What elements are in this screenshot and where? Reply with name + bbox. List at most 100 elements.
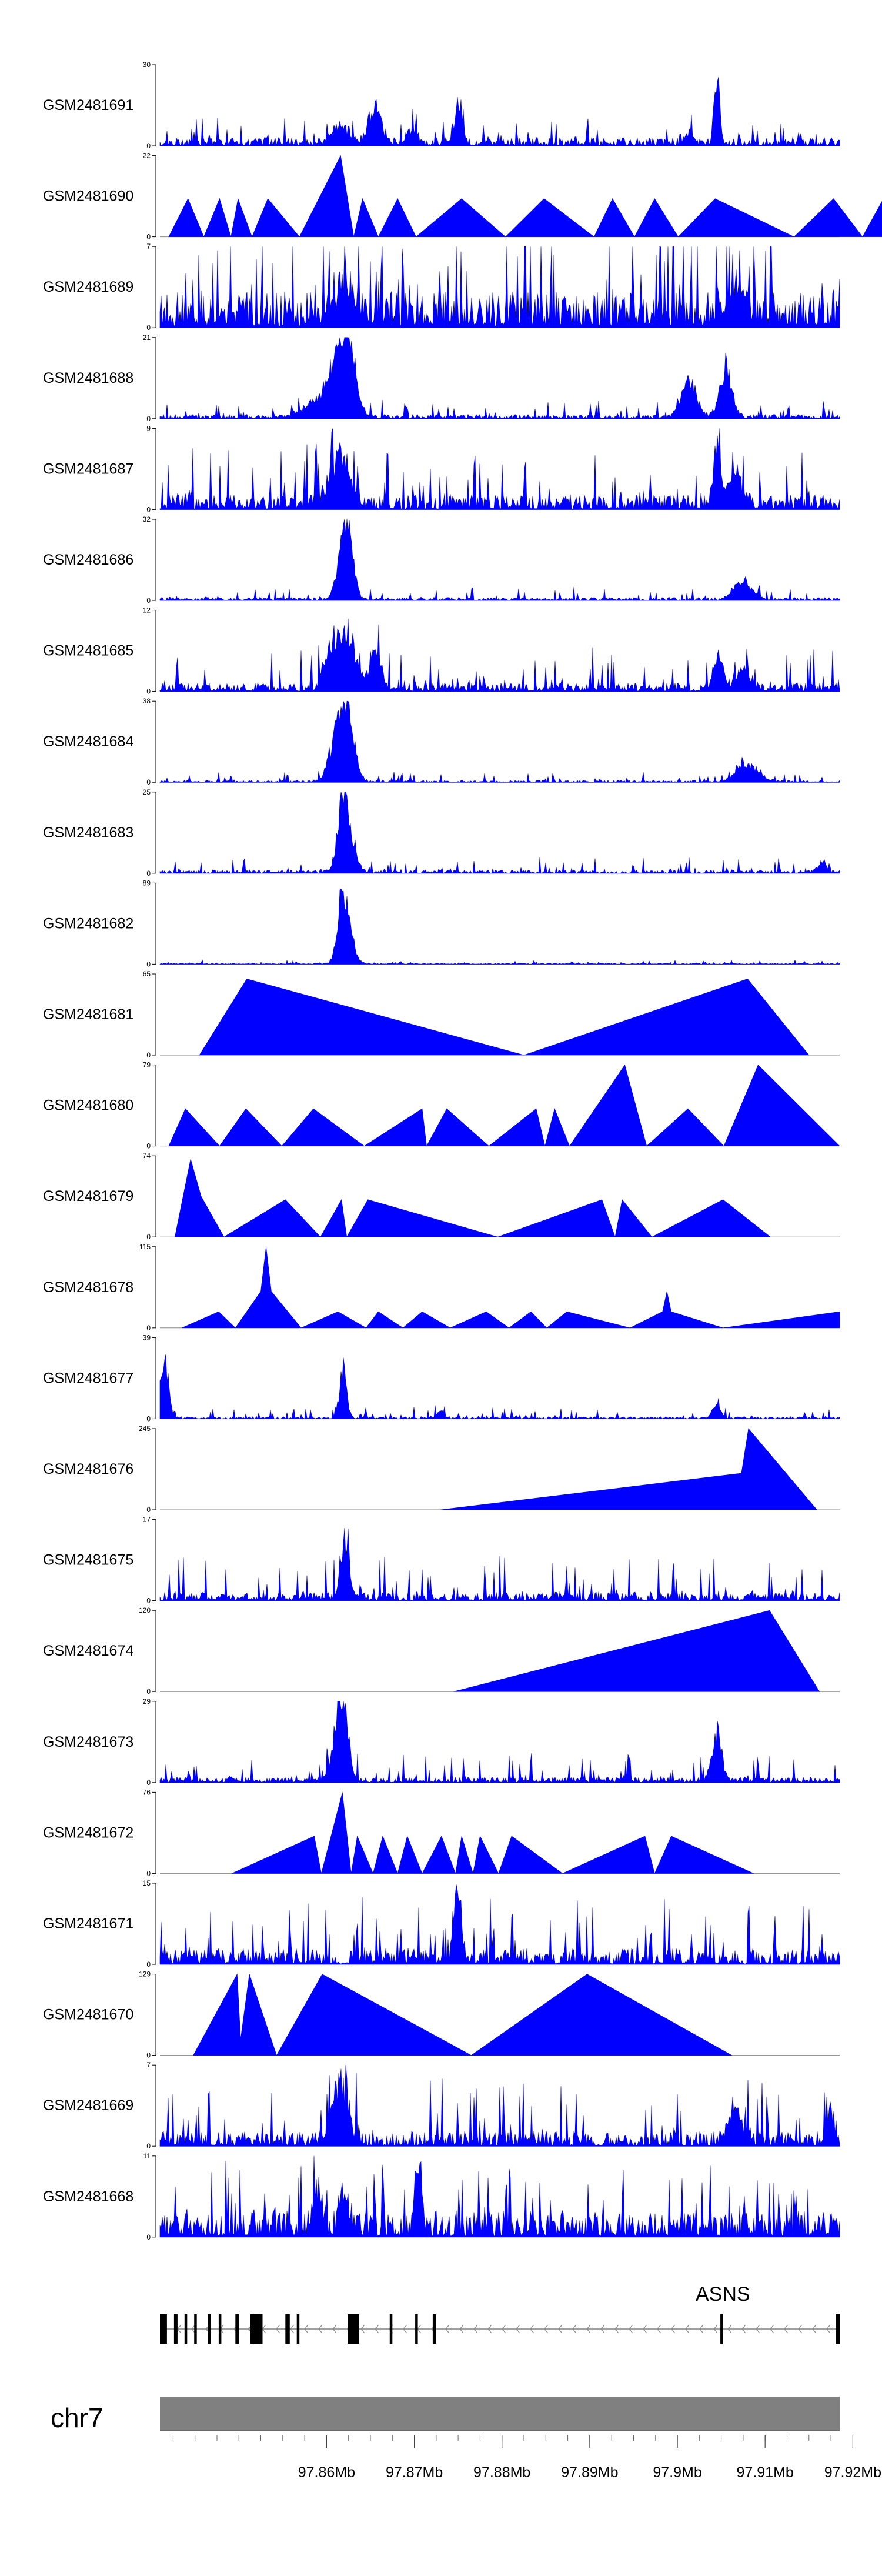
y-tick-label-zero: 0 — [146, 1869, 151, 1877]
track-gsm2481680: GSM2481680 79 0 — [43, 1061, 840, 1150]
track-gsm2481669: GSM2481669 7 0 — [43, 2061, 840, 2150]
y-tick-label-max: 29 — [143, 1697, 151, 1706]
y-tick-label-max: 38 — [143, 697, 151, 705]
strand-arrow — [572, 2324, 577, 2334]
strand-arrow — [516, 2324, 520, 2334]
exon — [720, 2314, 723, 2344]
track-label: GSM2481676 — [43, 1461, 133, 1477]
y-tick-label-max: 22 — [143, 152, 151, 160]
y-tick-label-max: 89 — [143, 879, 151, 887]
coverage-area — [159, 1354, 840, 1420]
track-label: GSM2481690 — [43, 188, 133, 205]
track-label: GSM2481679 — [43, 1188, 133, 1204]
y-tick-label-max: 21 — [143, 333, 151, 342]
exon — [160, 2314, 167, 2344]
coverage-area — [168, 155, 882, 238]
exon — [208, 2314, 211, 2344]
x-tick-label: 97.92Mb — [824, 2464, 881, 2481]
track-gsm2481673: GSM2481673 29 0 — [43, 1697, 840, 1787]
coverage-area — [159, 792, 840, 874]
track-gsm2481686: GSM2481686 32 0 — [43, 515, 840, 605]
strand-arrow — [657, 2324, 662, 2334]
strand-arrow — [671, 2324, 676, 2334]
strand-arrow — [177, 2324, 182, 2334]
y-tick-label-zero: 0 — [146, 505, 151, 513]
strand-arrow — [812, 2324, 817, 2334]
track-label: GSM2481675 — [43, 1552, 133, 1569]
strand-arrow — [318, 2324, 323, 2334]
exon — [184, 2314, 188, 2344]
y-tick-label-zero: 0 — [146, 1597, 151, 1605]
strand-arrow — [826, 2324, 831, 2334]
exon — [415, 2314, 418, 2344]
exon — [235, 2314, 239, 2344]
track-label: GSM2481687 — [43, 461, 133, 477]
track-gsm2481677: GSM2481677 39 0 — [43, 1333, 840, 1423]
coverage-area — [159, 77, 840, 146]
track-gsm2481688: GSM2481688 21 0 — [43, 333, 840, 423]
strand-arrow — [445, 2324, 450, 2334]
y-tick-label-zero: 0 — [146, 1778, 151, 1787]
track-gsm2481681: GSM2481681 65 0 — [43, 970, 840, 1059]
strand-arrow — [643, 2324, 647, 2334]
track-gsm2481672: GSM2481672 76 0 — [43, 1788, 840, 1877]
strand-arrow — [699, 2324, 704, 2334]
track-label: GSM2481682 — [43, 915, 133, 932]
track-label: GSM2481680 — [43, 1097, 133, 1114]
strand-arrow — [741, 2324, 746, 2334]
coverage-area — [193, 1973, 733, 2056]
track-label: GSM2481689 — [43, 279, 133, 295]
x-tick-label: 97.9Mb — [653, 2464, 701, 2481]
coverage-area — [159, 1701, 840, 1783]
track-label: GSM2481683 — [43, 825, 133, 841]
track-gsm2481679: GSM2481679 74 0 — [43, 1152, 840, 1241]
strand-arrow — [629, 2324, 633, 2334]
track-gsm2481687: GSM2481687 9 0 — [43, 424, 840, 513]
y-tick-label-max: 11 — [143, 2152, 151, 2160]
coverage-area — [159, 2065, 840, 2147]
strand-arrow — [544, 2324, 549, 2334]
y-tick-label-zero: 0 — [146, 323, 151, 332]
y-tick-label-zero: 0 — [146, 778, 151, 786]
strand-arrow — [304, 2324, 309, 2334]
x-tick-label: 97.91Mb — [737, 2464, 794, 2481]
exon — [285, 2314, 290, 2344]
track-label: GSM2481672 — [43, 1824, 133, 1841]
exon — [173, 2314, 178, 2344]
y-tick-label-max: 39 — [143, 1333, 151, 1342]
coverage-area — [182, 1246, 840, 1329]
coverage-area — [440, 1428, 817, 1510]
exon — [218, 2314, 222, 2344]
y-tick-label-zero: 0 — [146, 596, 151, 605]
track-label: GSM2481678 — [43, 1279, 133, 1296]
track-label: GSM2481674 — [43, 1643, 133, 1659]
exon — [250, 2314, 263, 2344]
track-label: GSM2481673 — [43, 1734, 133, 1750]
track-gsm2481678: GSM2481678 115 0 — [43, 1243, 840, 1332]
chromosome-ideogram: chr7 97.86Mb 97.87Mb 97.88Mb 97.89Mb 97.9Mb 97… — [51, 2397, 881, 2481]
y-tick-label-max: 76 — [143, 1788, 151, 1796]
track-gsm2481690: GSM2481690 22 0 — [43, 152, 882, 241]
track-gsm2481674: GSM2481674 120 0 — [43, 1606, 840, 1696]
track-gsm2481668: GSM2481668 11 0 — [43, 2152, 840, 2241]
strand-arrow — [756, 2324, 760, 2334]
y-tick-label-max: 30 — [143, 61, 151, 69]
strand-arrow — [360, 2324, 365, 2334]
x-tick-label: 97.89Mb — [561, 2464, 618, 2481]
track-label: GSM2481686 — [43, 552, 133, 568]
track-label: GSM2481688 — [43, 370, 133, 386]
chromosome-label: chr7 — [51, 2403, 103, 2433]
y-tick-label-zero: 0 — [146, 1324, 151, 1332]
y-tick-label-zero: 0 — [146, 142, 151, 150]
strand-arrow — [586, 2324, 591, 2334]
track-gsm2481671: GSM2481671 15 0 — [43, 1879, 840, 1968]
strand-arrow — [530, 2324, 534, 2334]
y-tick-label-zero: 0 — [146, 1233, 151, 1241]
coverage-area — [159, 246, 840, 328]
strand-arrow — [614, 2324, 619, 2334]
y-tick-label-max: 17 — [143, 1516, 151, 1524]
y-tick-label-zero: 0 — [146, 2051, 151, 2060]
coverage-area — [159, 337, 840, 419]
y-tick-label-zero: 0 — [146, 869, 151, 877]
